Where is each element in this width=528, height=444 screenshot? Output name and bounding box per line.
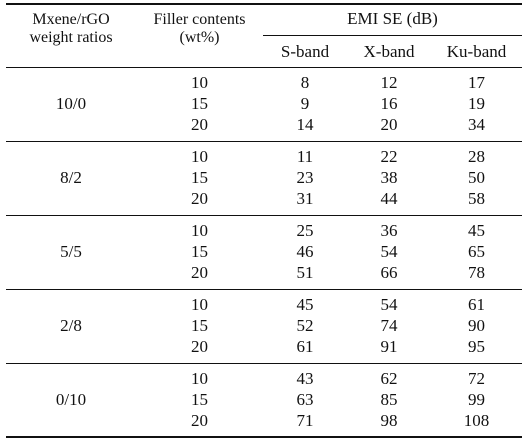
ku-band-cell: 17 — [468, 73, 485, 92]
ku-band-cell: 99 — [468, 390, 485, 409]
ku-band-cell: 78 — [468, 263, 485, 282]
x-band-cell: 85 — [380, 390, 398, 409]
s-band-cell: 52 — [296, 316, 314, 335]
x-band-cell: 54 — [380, 295, 398, 314]
ratio-column-header: Mxene/rGO weight ratios — [6, 11, 136, 47]
ku-band-cell: 34 — [468, 115, 485, 134]
ku-band-cell: 61 — [468, 295, 485, 314]
group-divider — [6, 141, 522, 142]
filler-cell: 15 — [191, 168, 208, 187]
filler-cell: 15 — [191, 316, 208, 335]
ku-band-cell: 72 — [468, 369, 485, 388]
emi-header-rule — [263, 35, 522, 36]
filler-cell: 20 — [191, 337, 208, 356]
ku-band-header: Ku-band — [446, 42, 507, 61]
x-band-cell: 98 — [380, 411, 398, 430]
ratio-header-line2: weight ratios — [29, 29, 113, 46]
ku-band-cell: 50 — [468, 168, 485, 187]
emi-group-header: EMI SE (dB) — [347, 9, 438, 28]
s-band-cell: 25 — [296, 221, 314, 240]
table-top-rule — [6, 3, 522, 5]
ku-band-cell: 90 — [468, 316, 485, 335]
s-band-header: S-band — [280, 42, 330, 61]
table-bottom-rule — [6, 436, 522, 438]
s-band-cell: 45 — [296, 295, 314, 314]
ku-band-cell: 65 — [468, 242, 485, 261]
filler-cell: 15 — [191, 242, 208, 261]
x-band-cell: 44 — [380, 189, 398, 208]
s-band-cell: 9 — [300, 94, 310, 113]
x-band-cell: 54 — [380, 242, 398, 261]
x-band-cell: 38 — [380, 168, 398, 187]
s-band-cell: 51 — [296, 263, 314, 282]
ratio-header-line1: Mxene/rGO — [32, 11, 110, 28]
s-band-cell: 11 — [296, 147, 314, 166]
s-band-cell: 8 — [300, 73, 310, 92]
s-band-cell: 61 — [296, 337, 314, 356]
filler-column-header: Filler contents (wt%) — [136, 11, 263, 47]
ku-band-cell: 58 — [468, 189, 485, 208]
filler-cell: 10 — [191, 369, 208, 388]
group-divider — [6, 289, 522, 290]
ku-band-cell: 19 — [468, 94, 485, 113]
x-band-cell: 22 — [380, 147, 398, 166]
x-band-cell: 36 — [380, 221, 398, 240]
ratio-cell: 10/0 — [55, 94, 87, 113]
x-band-header: X-band — [363, 42, 415, 61]
filler-cell: 20 — [191, 411, 208, 430]
filler-header-line2: (wt%) — [179, 29, 220, 46]
s-band-cell: 14 — [296, 115, 314, 134]
filler-cell: 20 — [191, 115, 208, 134]
filler-cell: 10 — [191, 147, 208, 166]
x-band-cell: 20 — [380, 115, 398, 134]
filler-cell: 10 — [191, 295, 208, 314]
filler-cell: 15 — [191, 94, 208, 113]
x-band-cell: 91 — [380, 337, 398, 356]
s-band-cell: 43 — [296, 369, 314, 388]
group-divider — [6, 363, 522, 364]
ku-band-cell: 45 — [468, 221, 485, 240]
x-band-cell: 16 — [380, 94, 398, 113]
x-band-cell: 12 — [380, 73, 398, 92]
filler-cell: 20 — [191, 189, 208, 208]
filler-cell: 15 — [191, 390, 208, 409]
filler-cell: 10 — [191, 221, 208, 240]
ku-band-cell: 108 — [463, 411, 490, 430]
x-band-cell: 74 — [380, 316, 398, 335]
ratio-cell: 5/5 — [60, 242, 82, 261]
ku-band-cell: 28 — [468, 147, 485, 166]
s-band-cell: 71 — [296, 411, 314, 430]
s-band-cell: 23 — [296, 168, 314, 187]
filler-header-line1: Filler contents — [153, 11, 246, 28]
ratio-cell: 8/2 — [60, 168, 82, 187]
header-bottom-rule — [6, 67, 522, 68]
ratio-cell: 0/10 — [55, 390, 87, 409]
s-band-cell: 63 — [296, 390, 314, 409]
filler-cell: 10 — [191, 73, 208, 92]
x-band-cell: 66 — [380, 263, 398, 282]
filler-cell: 20 — [191, 263, 208, 282]
s-band-cell: 31 — [296, 189, 314, 208]
s-band-cell: 46 — [296, 242, 314, 261]
ratio-cell: 2/8 — [60, 316, 82, 335]
ku-band-cell: 95 — [468, 337, 485, 356]
group-divider — [6, 215, 522, 216]
x-band-cell: 62 — [380, 369, 398, 388]
